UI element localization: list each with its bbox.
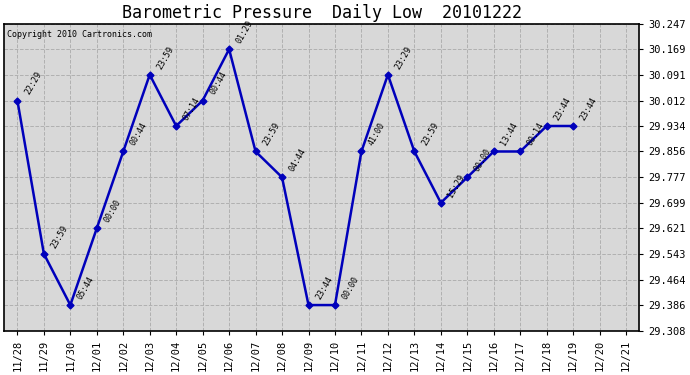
Text: 13:44: 13:44 — [500, 121, 520, 147]
Text: 00:00: 00:00 — [341, 275, 361, 301]
Text: 00:14: 00:14 — [526, 121, 546, 147]
Text: 01:29: 01:29 — [235, 19, 255, 45]
Text: 23:29: 23:29 — [393, 44, 414, 70]
Text: 23:59: 23:59 — [155, 44, 175, 70]
Text: 23:59: 23:59 — [420, 121, 440, 147]
Text: 22:29: 22:29 — [23, 70, 43, 96]
Text: 07:14: 07:14 — [181, 96, 202, 122]
Text: 23:44: 23:44 — [314, 275, 335, 301]
Text: 41:00: 41:00 — [367, 121, 387, 147]
Text: 23:59: 23:59 — [50, 224, 70, 250]
Text: 00:00: 00:00 — [473, 147, 493, 173]
Text: 00:00: 00:00 — [102, 198, 123, 224]
Text: 04:44: 04:44 — [288, 147, 308, 173]
Text: Copyright 2010 Cartronics.com: Copyright 2010 Cartronics.com — [8, 30, 152, 39]
Text: 23:44: 23:44 — [552, 96, 573, 122]
Text: 15:29: 15:29 — [446, 172, 466, 199]
Text: 00:44: 00:44 — [208, 70, 228, 96]
Title: Barometric Pressure  Daily Low  20101222: Barometric Pressure Daily Low 20101222 — [121, 4, 522, 22]
Text: 05:44: 05:44 — [76, 275, 96, 301]
Text: 00:44: 00:44 — [129, 121, 149, 147]
Text: 23:44: 23:44 — [579, 96, 599, 122]
Text: 23:59: 23:59 — [261, 121, 282, 147]
